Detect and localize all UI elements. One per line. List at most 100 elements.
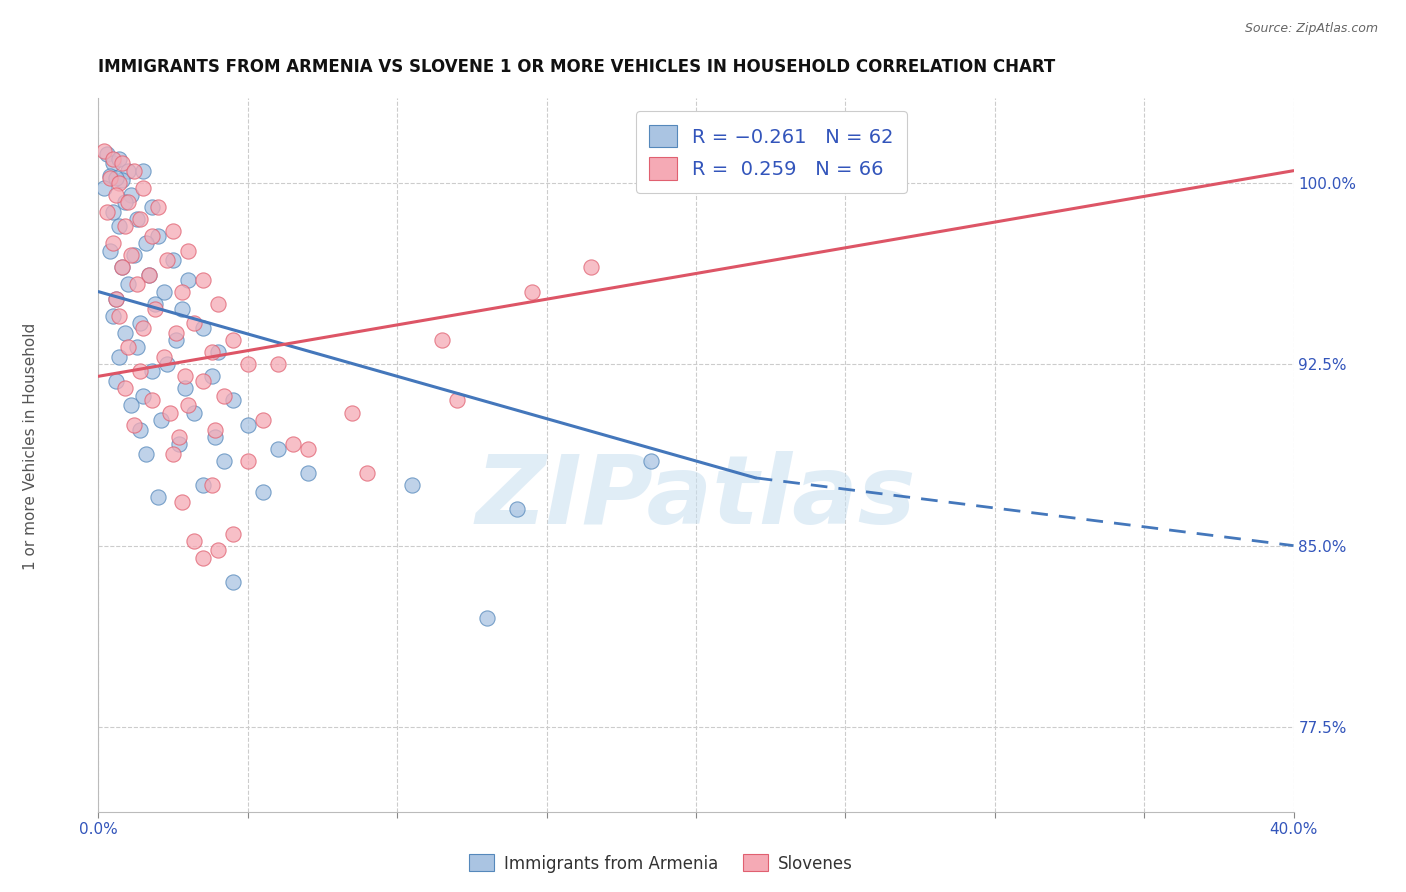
Point [138,268,160,282]
Point [342,406,364,420]
Point [103,204,125,219]
Point [105,187,128,202]
Point [204,423,226,437]
Point [132,163,155,178]
Point [236,454,259,468]
Point [124,163,146,178]
Point [162,224,184,238]
Point [114,326,136,340]
Point [183,533,205,548]
Point [93,180,115,194]
Point [267,442,290,456]
Point [207,345,229,359]
Text: IMMIGRANTS FROM ARMENIA VS SLOVENE 1 OR MORE VEHICLES IN HOUSEHOLD CORRELATION C: IMMIGRANTS FROM ARMENIA VS SLOVENE 1 OR … [98,58,1056,76]
Point [93,145,115,159]
Point [98,170,122,185]
Point [132,389,155,403]
Point [111,260,134,275]
Point [520,285,543,299]
Point [132,180,155,194]
Text: Source: ZipAtlas.com: Source: ZipAtlas.com [1244,22,1378,36]
Point [222,333,245,347]
Point [108,219,131,234]
Point [114,219,136,234]
Point [267,357,290,371]
Point [120,248,142,262]
Text: 1 or more Vehicles in Household: 1 or more Vehicles in Household [24,322,38,570]
Point [141,364,163,378]
Legend: Immigrants from Armenia, Slovenes: Immigrants from Armenia, Slovenes [463,847,859,880]
Point [98,244,122,258]
Point [297,466,319,480]
Point [153,350,176,364]
Point [281,437,304,451]
Point [135,447,157,461]
Point [129,316,152,330]
Point [201,369,224,384]
Point [117,195,139,210]
Point [138,268,160,282]
Point [177,398,200,412]
Point [105,292,128,306]
Point [124,417,146,432]
Point [165,333,187,347]
Point [129,423,152,437]
Point [172,301,194,316]
Point [201,478,224,492]
Point [127,340,149,354]
Point [174,369,197,384]
Legend: R = −0.261   N = 62, R =  0.259   N = 66: R = −0.261 N = 62, R = 0.259 N = 66 [636,112,907,194]
Point [108,152,131,166]
Point [356,466,378,480]
Point [222,526,245,541]
Point [177,272,200,286]
Point [141,200,163,214]
Point [297,442,319,456]
Point [143,301,166,316]
Point [475,611,498,625]
Point [117,340,139,354]
Point [177,244,200,258]
Point [506,502,529,516]
Point [153,285,176,299]
Point [141,393,163,408]
Point [446,393,468,408]
Point [159,406,181,420]
Point [117,277,139,292]
Point [172,285,194,299]
Point [401,478,423,492]
Point [162,447,184,461]
Point [191,374,214,388]
Point [191,478,214,492]
Point [191,321,214,335]
Point [103,236,125,251]
Point [103,156,125,170]
Point [103,152,125,166]
Point [212,454,235,468]
Point [105,374,128,388]
Point [114,381,136,395]
Point [252,413,274,427]
Point [111,173,134,187]
Point [129,212,152,227]
Point [165,326,187,340]
Point [204,430,226,444]
Point [108,350,131,364]
Point [640,454,662,468]
Point [150,413,173,427]
Point [141,229,163,244]
Point [156,357,179,371]
Point [98,169,122,183]
Point [183,406,205,420]
Point [207,297,229,311]
Point [167,437,190,451]
Text: ZIPatlas: ZIPatlas [475,451,917,544]
Point [174,381,197,395]
Point [430,333,453,347]
Point [207,543,229,558]
Point [745,176,768,190]
Point [111,156,134,170]
Point [581,260,603,275]
Point [148,200,170,214]
Point [96,204,118,219]
